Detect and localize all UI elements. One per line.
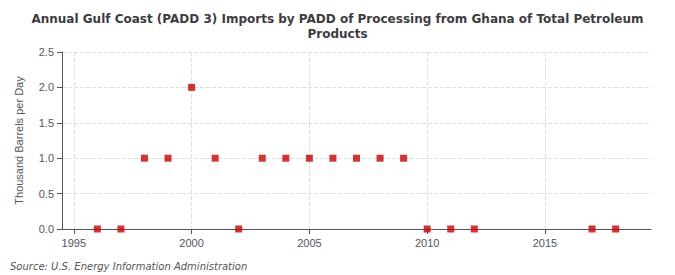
svg-text:Thousand Barrels per Day: Thousand Barrels per Day	[13, 76, 25, 205]
svg-text:2000: 2000	[179, 237, 203, 249]
svg-text:2015: 2015	[533, 237, 557, 249]
svg-text:Products: Products	[307, 27, 367, 41]
svg-text:0.5: 0.5	[39, 188, 54, 200]
svg-text:1.5: 1.5	[39, 117, 54, 129]
svg-text:1995: 1995	[62, 237, 86, 249]
svg-text:0.0: 0.0	[39, 223, 54, 235]
svg-text:2010: 2010	[415, 237, 439, 249]
svg-text:2005: 2005	[297, 237, 321, 249]
svg-text:2.0: 2.0	[39, 81, 54, 93]
svg-text:1.0: 1.0	[39, 152, 54, 164]
svg-text:Annual Gulf Coast (PADD 3) Imp: Annual Gulf Coast (PADD 3) Imports by PA…	[31, 12, 643, 26]
svg-text:Source: U.S. Energy Informatio: Source: U.S. Energy Information Administ…	[10, 261, 247, 272]
svg-text:2.5: 2.5	[39, 46, 54, 58]
